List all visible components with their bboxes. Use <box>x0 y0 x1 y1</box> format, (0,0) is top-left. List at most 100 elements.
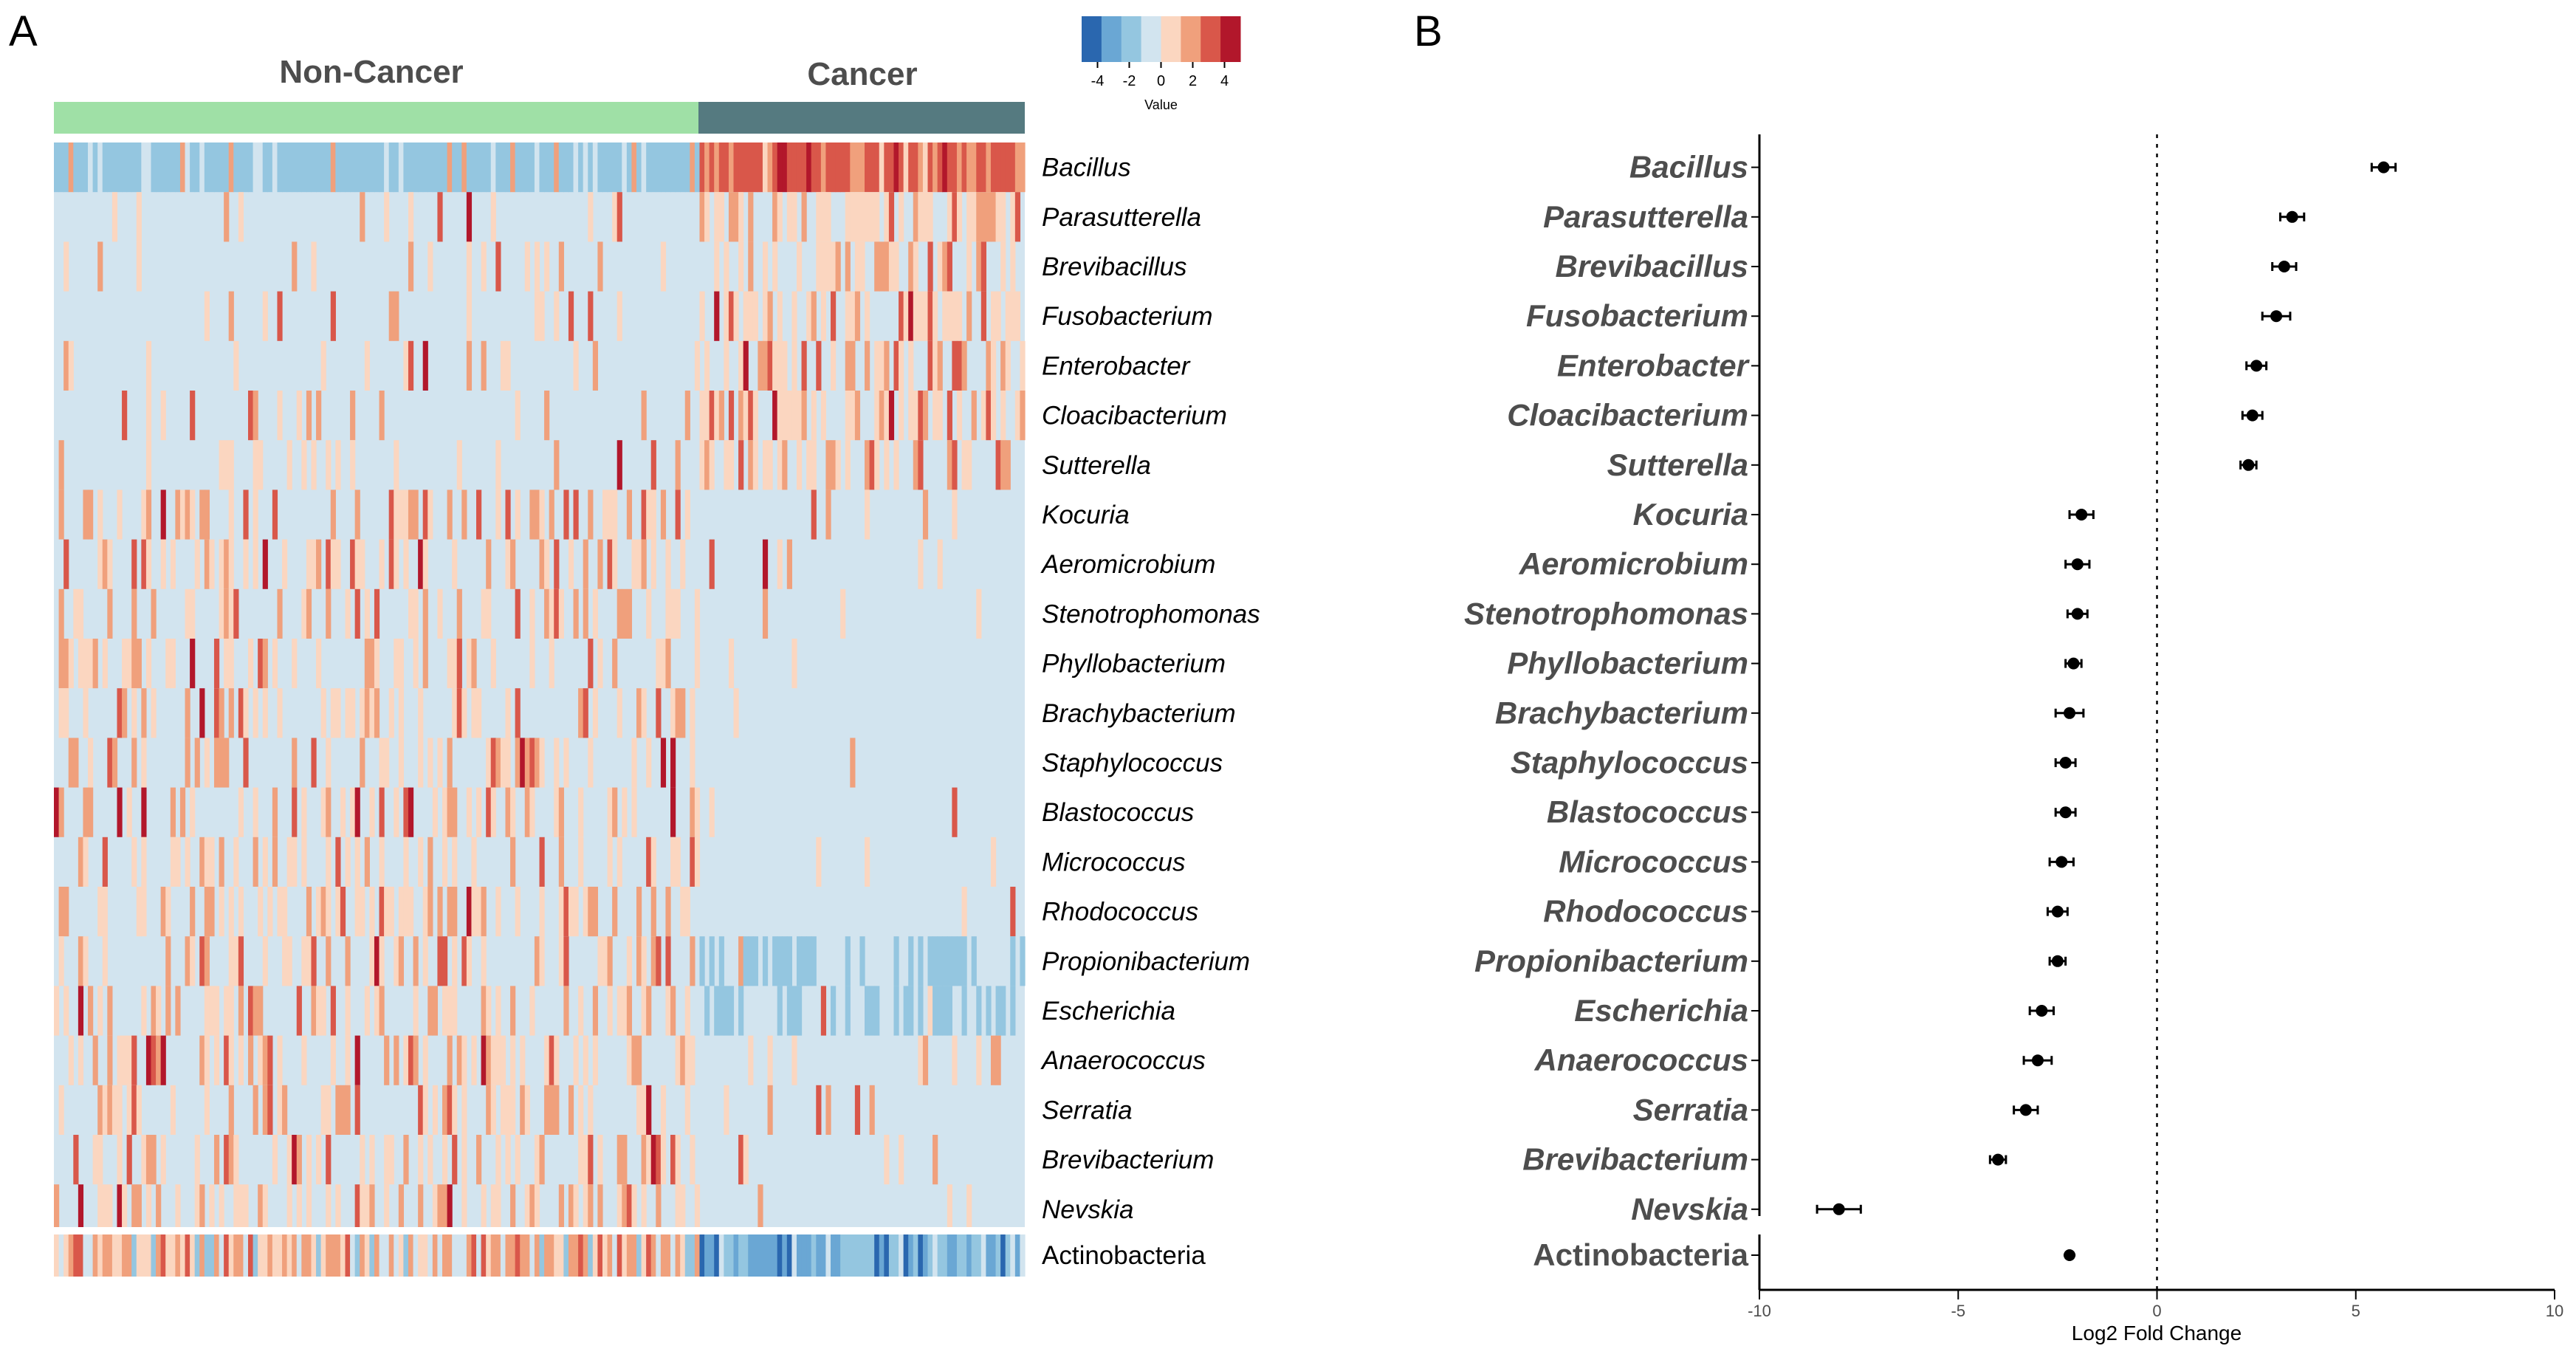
heatmap-cell <box>534 936 540 986</box>
legend-swatch <box>1082 16 1102 62</box>
heatmap-cell <box>767 440 773 490</box>
heatmap-cell <box>58 440 64 490</box>
heatmap-cell <box>927 986 933 1036</box>
heatmap-cell <box>524 1184 530 1234</box>
heatmap-cell <box>1020 1234 1026 1277</box>
heatmap-label-phyllobacterium: Phyllobacterium <box>1042 650 1226 679</box>
heatmap-cell <box>258 142 264 193</box>
heatmap-cell <box>971 1234 977 1277</box>
heatmap-cell <box>408 490 414 540</box>
heatmap-cell <box>306 391 312 441</box>
heatmap-cell <box>694 588 701 639</box>
heatmap-cell <box>388 1135 394 1185</box>
heatmap-cell <box>791 639 797 689</box>
heatmap-cell <box>422 539 428 589</box>
heatmap-cell <box>505 738 511 788</box>
heatmap-cell <box>388 142 394 193</box>
heatmap-cell <box>869 986 875 1036</box>
heatmap-cell <box>947 291 952 341</box>
heatmap-cell <box>340 142 346 193</box>
heatmap-cell <box>68 340 74 391</box>
heatmap-cell <box>714 291 720 341</box>
heatmap-cell <box>646 738 652 788</box>
heatmap-cell <box>466 291 473 341</box>
heatmap-cell <box>179 142 186 193</box>
heatmap-cell <box>452 837 458 887</box>
heatmap-cell <box>292 639 298 689</box>
heatmap-cell <box>956 391 963 441</box>
heatmap-cell <box>728 986 735 1036</box>
heatmap-cell <box>63 340 69 391</box>
heatmap-cell <box>690 738 695 788</box>
heatmap-cell <box>228 688 234 738</box>
heatmap-cell <box>316 1234 322 1277</box>
heatmap-cell <box>228 440 234 490</box>
heatmap-cell <box>811 490 817 540</box>
heatmap-cell <box>330 986 336 1036</box>
heatmap-cell <box>54 1184 60 1234</box>
heatmap-cell <box>209 1234 215 1277</box>
heatmap-cell <box>1014 391 1021 441</box>
heatmap-cell <box>665 887 671 937</box>
heatmap-cell <box>961 887 967 937</box>
heatmap-cell <box>791 291 797 341</box>
heatmap-cell <box>947 391 952 441</box>
heatmap-cell <box>102 1234 108 1277</box>
heatmap-cell <box>403 490 409 540</box>
heatmap-cell <box>786 936 792 986</box>
heatmap-cell <box>995 440 1001 490</box>
heatmap-cell <box>690 837 695 887</box>
heatmap-cell <box>554 440 560 490</box>
forest-label-rhodococcus: Rhodococcus <box>1543 894 1748 929</box>
heatmap-cell <box>456 142 462 193</box>
heatmap-cell <box>233 142 239 193</box>
heatmap-cell <box>170 1085 176 1135</box>
heatmap-cell <box>820 1234 827 1277</box>
heatmap-cell <box>704 340 710 391</box>
heatmap-cell <box>888 241 895 292</box>
heatmap-cell <box>631 738 637 788</box>
heatmap-cell <box>656 142 662 193</box>
forest-row-labels: BacillusParasutterellaBrevibacillusFusob… <box>1464 150 1759 1272</box>
heatmap-cell <box>899 340 904 391</box>
heatmap-cell <box>952 440 958 490</box>
forest-label-brevibacterium: Brevibacterium <box>1522 1142 1748 1177</box>
heatmap-cell <box>126 639 132 689</box>
heatmap-cell <box>63 142 69 193</box>
heatmap-cell <box>622 142 628 193</box>
heatmap-cell <box>869 192 875 242</box>
heatmap-cell <box>190 391 196 441</box>
heatmap-cell <box>311 738 317 788</box>
heatmap-cell <box>500 142 506 193</box>
heatmap-cell <box>97 490 103 540</box>
heatmap-cell <box>54 986 60 1036</box>
heatmap-cell <box>786 1234 792 1277</box>
heatmap-cell <box>320 887 326 937</box>
heatmap-cell <box>865 837 870 887</box>
heatmap-cell <box>350 787 356 837</box>
heatmap-cell <box>865 490 870 540</box>
heatmap-cell <box>296 1135 302 1185</box>
heatmap-cell <box>578 688 584 738</box>
heatmap-cell <box>490 1085 496 1135</box>
heatmap-cell <box>694 639 701 689</box>
heatmap-cell <box>607 142 613 193</box>
heatmap-cell <box>248 986 254 1036</box>
heatmap-cell <box>831 291 837 341</box>
heatmap-cell <box>650 1135 656 1185</box>
heatmap-cell <box>884 142 890 193</box>
heatmap-cell <box>481 1234 487 1277</box>
heatmap-cell <box>306 142 312 193</box>
heatmap-cell <box>646 1135 652 1185</box>
heatmap-cell <box>684 986 690 1036</box>
heatmap-cell <box>68 738 74 788</box>
heatmap-cell <box>238 986 244 1036</box>
heatmap-cell <box>845 986 851 1036</box>
heatmap-cell <box>253 391 258 441</box>
heatmap-cell <box>408 340 414 391</box>
heatmap-cell <box>728 440 735 490</box>
heatmap-cell <box>796 1234 803 1277</box>
heatmap-cell <box>971 192 977 242</box>
heatmap-cell <box>364 986 370 1036</box>
heatmap-cell <box>267 887 273 937</box>
